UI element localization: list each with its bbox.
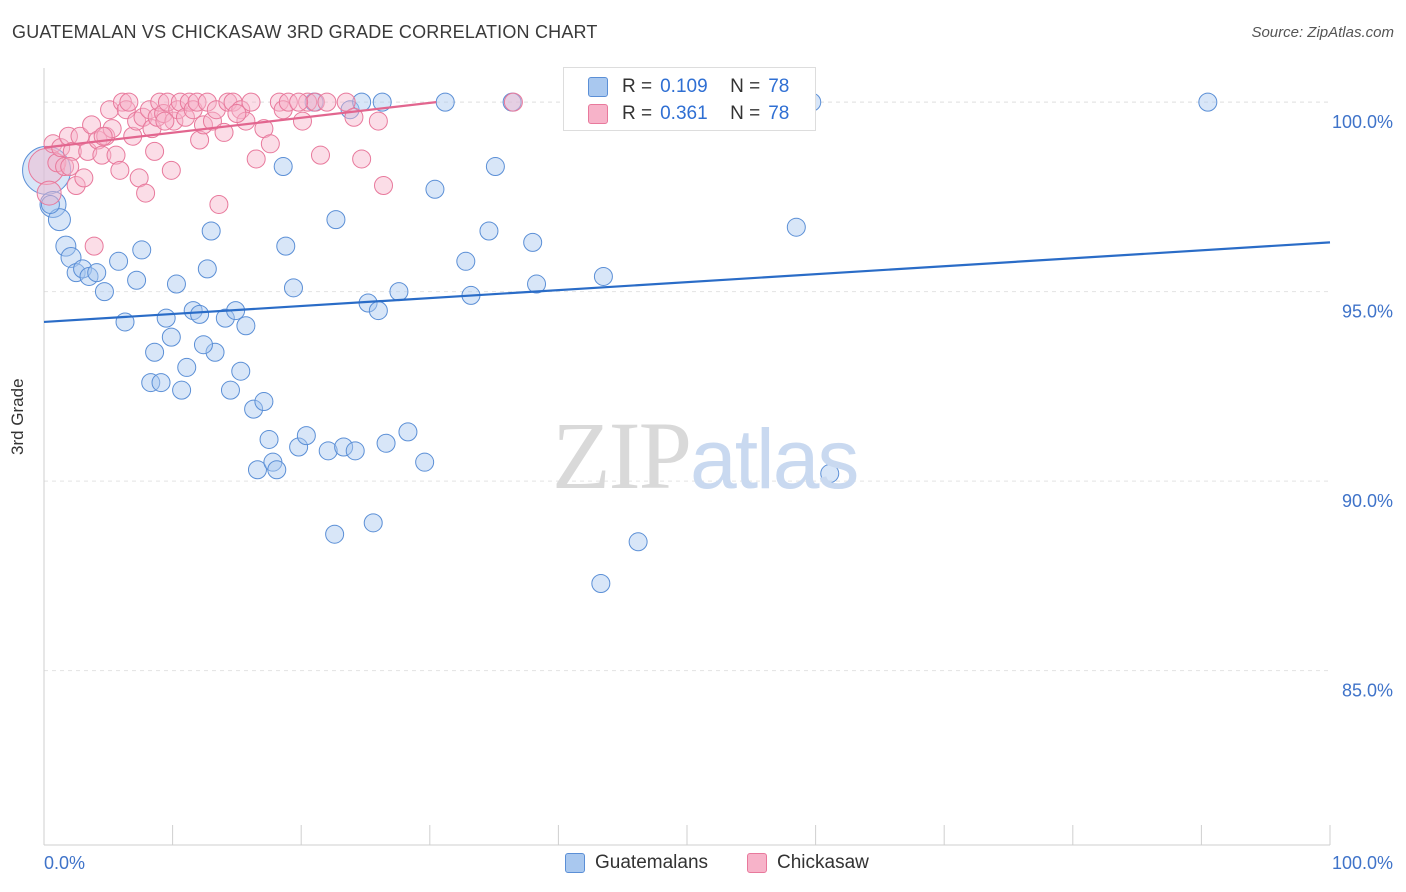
guatemalans-point — [157, 309, 175, 327]
legend-r-label: R = — [622, 103, 652, 125]
guatemalans-point — [480, 222, 498, 240]
guatemalans-point — [128, 271, 146, 289]
chickasaw-point — [61, 158, 79, 176]
chickasaw-point — [353, 150, 371, 168]
legend-swatch-pink — [588, 104, 608, 124]
chickasaw-point — [137, 184, 155, 202]
guatemalans-point — [787, 218, 805, 236]
guatemalans-point — [198, 260, 216, 278]
chickasaw-point — [111, 161, 129, 179]
guatemalans-point — [202, 222, 220, 240]
guatemalans-point — [369, 302, 387, 320]
legend-r-label: R = — [622, 76, 652, 98]
bottom-legend-swatch-blue — [565, 853, 585, 873]
guatemalans-point — [162, 328, 180, 346]
guatemalans-point — [327, 211, 345, 229]
guatemalans-point — [173, 381, 191, 399]
guatemalans-point — [268, 461, 286, 479]
legend-row-chickasaw: R = 0.361 N = 78 — [588, 103, 789, 125]
guatemalans-point — [152, 374, 170, 392]
guatemalans-point — [399, 423, 417, 441]
guatemalans-point — [436, 93, 454, 111]
legend-r-value: 0.361 — [660, 103, 730, 125]
bottom-legend-swatch-pink — [747, 853, 767, 873]
legend-n-label: N = — [730, 103, 760, 125]
legend-r-value: 0.109 — [660, 76, 730, 98]
guatemalans-points — [23, 93, 1217, 592]
guatemalans-point — [221, 381, 239, 399]
chickasaw-point — [210, 195, 228, 213]
guatemalans-point — [524, 233, 542, 251]
bottom-legend-chickasaw: Chickasaw — [747, 852, 869, 874]
guatemalans-point — [194, 336, 212, 354]
chickasaw-point — [228, 104, 246, 122]
chickasaw-point — [290, 93, 308, 111]
guatemalans-point — [178, 358, 196, 376]
guatemalans-point — [486, 158, 504, 176]
guatemalans-point — [277, 237, 295, 255]
chickasaw-point — [162, 161, 180, 179]
chickasaw-point — [318, 93, 336, 111]
guatemalans-point — [133, 241, 151, 259]
y-tick-label: 95.0% — [1342, 302, 1393, 322]
guatemalans-point — [232, 362, 250, 380]
guatemalans-point — [191, 305, 209, 323]
chickasaw-points — [29, 93, 523, 255]
legend-n-value: 78 — [768, 103, 789, 125]
chickasaw-point — [120, 93, 138, 111]
guatemalans-point — [377, 434, 395, 452]
legend-row-guatemalans: R = 0.109 N = 78 — [588, 76, 789, 98]
chickasaw-point — [375, 176, 393, 194]
legend-swatch-blue — [588, 77, 608, 97]
scatter-chart: 100.0%95.0%90.0%85.0%0.0% 100.0% — [0, 0, 1406, 892]
y-tick-label: 90.0% — [1342, 491, 1393, 511]
guatemalans-point — [1199, 93, 1217, 111]
axes — [44, 68, 1330, 845]
guatemalans-point — [629, 533, 647, 551]
guatemalans-point — [274, 158, 292, 176]
chickasaw-point — [261, 135, 279, 153]
guatemalans-point — [326, 525, 344, 543]
guatemalans-point — [237, 317, 255, 335]
bottom-legend-label: Chickasaw — [777, 852, 869, 874]
bottom-legend: Guatemalans Chickasaw — [0, 852, 1406, 876]
guatemalans-point — [594, 267, 612, 285]
guatemalans-point — [416, 453, 434, 471]
guatemalans-point — [346, 442, 364, 460]
guatemalans-point — [297, 427, 315, 445]
legend-n-value: 78 — [768, 76, 789, 98]
guatemalans-point — [364, 514, 382, 532]
y-tick-label: 85.0% — [1342, 681, 1393, 701]
guatemalans-point — [457, 252, 475, 270]
guatemalans-point — [260, 430, 278, 448]
guatemalans-point — [284, 279, 302, 297]
guatemalans-point — [390, 283, 408, 301]
guatemalans-point — [88, 264, 106, 282]
guatemalans-point — [95, 283, 113, 301]
chickasaw-point — [504, 93, 522, 111]
bottom-legend-guatemalans: Guatemalans — [565, 852, 708, 874]
chickasaw-point — [156, 112, 174, 130]
guatemalans-point — [146, 343, 164, 361]
chickasaw-point — [311, 146, 329, 164]
guatemalans-point — [592, 574, 610, 592]
chickasaw-point — [247, 150, 265, 168]
guatemalans-point — [167, 275, 185, 293]
guatemalans-point — [255, 393, 273, 411]
bottom-legend-label: Guatemalans — [595, 852, 708, 874]
chickasaw-point — [146, 142, 164, 160]
guatemalans-point — [426, 180, 444, 198]
chickasaw-point — [369, 112, 387, 130]
legend: R = 0.109 N = 78 R = 0.361 N = 78 — [563, 67, 816, 131]
guatemalans-point — [110, 252, 128, 270]
legend-n-label: N = — [730, 76, 760, 98]
trend-lines — [44, 102, 1330, 322]
chickasaw-point — [293, 112, 311, 130]
tick-labels: 100.0%95.0%90.0%85.0%0.0% 100.0% — [44, 112, 1393, 873]
y-tick-label: 100.0% — [1332, 112, 1393, 132]
guatemalans-point — [821, 465, 839, 483]
guatemalans-trend-line — [44, 242, 1330, 322]
chickasaw-point — [85, 237, 103, 255]
chickasaw-point — [37, 181, 61, 205]
